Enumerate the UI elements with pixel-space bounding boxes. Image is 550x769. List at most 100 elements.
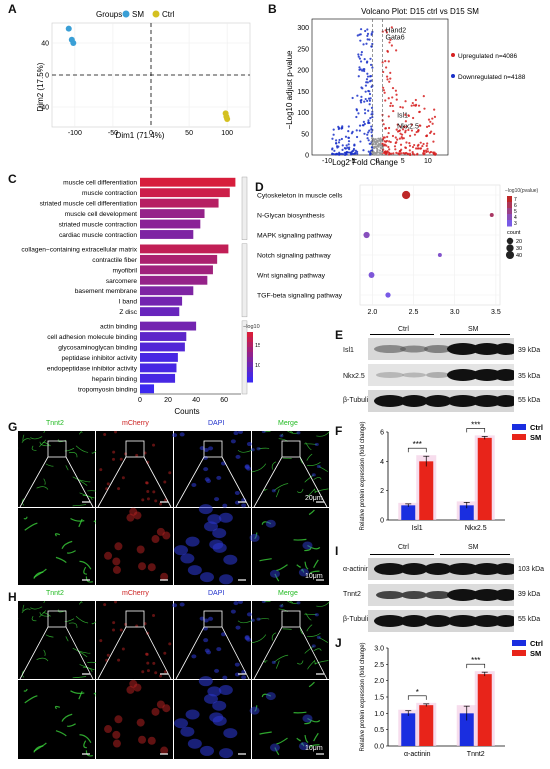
volcano-point-ns (374, 145, 378, 148)
volcano-point (360, 95, 363, 98)
protein-bar-chart-f: 0 2 4 6 Relative protein expression (fold ch… (360, 420, 543, 532)
volcano-point (355, 129, 358, 132)
volcano-point (410, 104, 413, 107)
y-tick-label: 2 (380, 488, 384, 495)
mcherry-signal (121, 476, 125, 480)
volcano-point-ns (374, 143, 377, 146)
volcano-point (410, 123, 413, 126)
fiber-strand (66, 550, 76, 554)
volcano-point (331, 152, 334, 155)
volcano-point (412, 116, 415, 120)
fiber-strand (33, 571, 44, 579)
size-legend-title: count (507, 230, 521, 236)
zoom-line (65, 456, 94, 508)
x-tick-label: Tnnt2 (467, 751, 485, 758)
volcano-point-ns (376, 149, 379, 153)
fiber-strand (36, 657, 49, 662)
volcano-point (369, 57, 372, 60)
fiber-strand (309, 744, 320, 749)
volcano-point (419, 141, 422, 144)
volcano-point (431, 117, 434, 120)
mcherry-signal (135, 453, 139, 457)
nucleus (212, 528, 227, 539)
fiber-strand (308, 681, 315, 688)
y-axis-label: Relative protein expression (fold change… (360, 421, 366, 530)
mcherry-signal (152, 443, 156, 447)
mcherry-signal (147, 736, 156, 745)
western-blot-e: Ctrl SM Isl1 Nkx2.5 β-Tubulin 39 kDa 35 … (340, 322, 550, 414)
volcano-point (389, 77, 392, 80)
go-term-label: striated muscle cell differentiation (40, 201, 138, 208)
fiber-strand (79, 492, 95, 499)
fiber-strand (296, 564, 301, 568)
volcano-point (433, 115, 437, 119)
micrograph-tile (252, 508, 329, 585)
nucleus (238, 601, 244, 604)
volcano-point (366, 72, 369, 75)
volcano-point (364, 29, 367, 33)
nucleus (200, 572, 215, 583)
volcano-point (341, 153, 345, 156)
volcano-point (368, 38, 371, 41)
mcherry-signal (136, 545, 145, 554)
mcherry-signal (126, 685, 135, 694)
channel-label-mcherry: mCherry (122, 590, 149, 597)
fiber-strand (45, 463, 54, 467)
nucleus (218, 512, 233, 523)
volcano-point (358, 124, 362, 127)
fiber-strand (296, 737, 301, 742)
go-term-label: striated muscle contraction (59, 222, 138, 229)
volcano-point (367, 139, 370, 142)
volcano-point (368, 129, 371, 132)
volcano-point (332, 133, 335, 136)
volcano-point (367, 150, 370, 153)
volcano-point (341, 144, 344, 147)
legend-label-sm: SM (530, 433, 541, 442)
nucleus (241, 675, 247, 680)
volcano-point (368, 92, 372, 96)
y-tick-label: 0 (305, 153, 309, 160)
mcherry-signal (154, 499, 158, 503)
colorbar-segment (247, 337, 253, 343)
colorbar-segment (507, 196, 512, 203)
mcherry-signal (121, 647, 125, 651)
bar-sm (419, 461, 434, 520)
go-bar (140, 254, 218, 264)
pca-scatter-chart: Groups SM Ctrl -100 -50 0 50 100 40 0 -40 Dim1 … (36, 10, 251, 140)
micrograph-tile (252, 601, 329, 679)
pathway-label: Cytoskeleton in muscle cells (257, 193, 343, 200)
x-tick-label: 10 (424, 158, 432, 165)
legend-label-up: Upregulated n=4086 (458, 53, 517, 60)
volcano-point (426, 142, 429, 145)
volcano-point (422, 152, 425, 155)
y-tick-label: 50 (301, 131, 309, 138)
volcano-point (398, 129, 401, 132)
volcano-point (356, 34, 359, 37)
fiber-strand (24, 695, 38, 704)
volcano-point (332, 128, 335, 131)
x-tick-label: Nkx2.5 (465, 525, 487, 532)
volcano-point (360, 98, 363, 102)
volcano-point (392, 152, 395, 155)
volcano-point (421, 144, 424, 148)
volcano-point (367, 121, 370, 124)
volcano-point (347, 136, 350, 139)
mcherry-signal (99, 639, 103, 643)
nucleus (180, 553, 195, 564)
volcano-point (402, 151, 405, 155)
nucleus (203, 447, 209, 452)
volcano-point (383, 151, 386, 155)
mcherry-signal (152, 661, 156, 665)
fiber-strand (68, 622, 78, 628)
x-tick-label: 3.0 (450, 309, 460, 316)
micrograph-tile (96, 601, 173, 679)
volcano-point (395, 151, 398, 154)
pathway-bubble (385, 292, 391, 298)
nucleus (203, 521, 218, 532)
volcano-point (359, 60, 363, 63)
micrograph-tile (252, 680, 329, 759)
colorbar-segment (247, 342, 253, 348)
data-point-sm (65, 25, 72, 32)
volcano-point (417, 143, 420, 146)
volcano-point (359, 140, 362, 143)
